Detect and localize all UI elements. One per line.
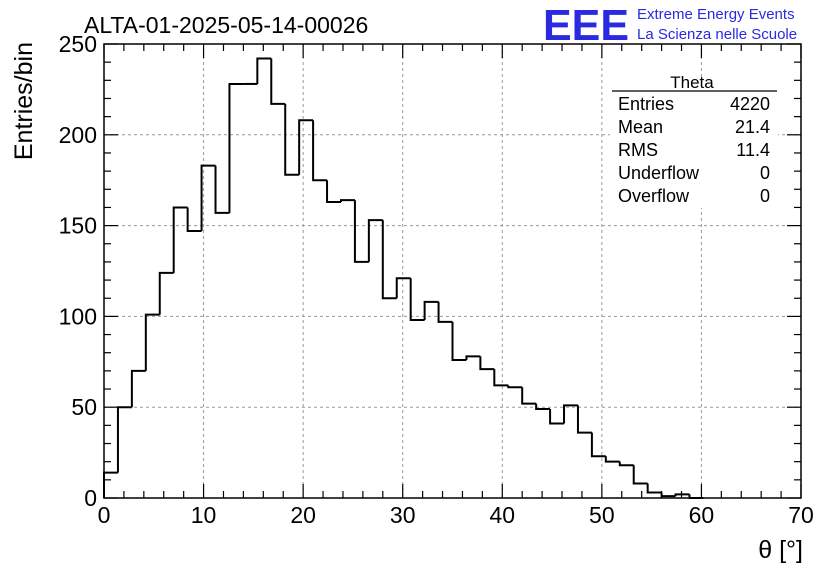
histogram-bin [632,465,648,485]
stats-value: 0 [760,163,770,183]
histogram-bin [576,405,592,434]
histogram-bin [158,271,174,315]
histogram-bin [521,387,537,405]
axis-ticks [103,43,802,499]
eee-logo-mark: EEE [543,1,629,50]
histogram-bin [172,206,188,273]
histogram-bin [535,403,551,411]
histogram-bin [214,165,230,214]
histogram-bin [409,278,425,322]
histogram-bin [604,456,620,463]
y-tick-label: 250 [59,31,97,57]
y-tick-label: 50 [71,394,97,420]
stats-label: Entries [618,94,674,114]
y-tick-label: 150 [59,213,97,239]
stats-label: RMS [618,140,658,160]
histogram-bin [618,461,634,467]
histogram-bin [423,300,439,321]
stats-value: 4220 [730,94,770,114]
histogram-bin [284,103,300,176]
histogram-bin [465,355,481,360]
histogram-bin [256,57,272,84]
x-tick-label: 30 [390,502,416,528]
histogram-bin [493,369,509,387]
x-tick-label: 60 [689,502,715,528]
histogram-bin [646,483,662,494]
y-tick-label: 200 [59,122,97,148]
histogram-bin [507,385,523,389]
plot-frame [103,43,802,499]
histogram-bin [144,313,160,371]
y-tick-label: 0 [84,485,97,511]
histogram-bin [228,82,244,213]
x-tick-label: 70 [788,502,814,528]
x-axis-label: θ [°] [758,536,803,564]
grid-lines [104,44,801,498]
y-tick-labels: 0 50 100 150 200 250 [59,31,97,511]
x-tick-label: 50 [589,502,615,528]
histogram-bin [312,120,328,182]
histogram-bin [437,301,453,323]
histogram-bin [186,207,202,233]
stats-value: 11.4 [736,140,770,160]
histogram-bin [367,219,383,262]
stats-value: 0 [760,186,770,206]
stats-value: 21.4 [735,117,770,137]
histogram-bin [395,277,411,299]
x-tick-label: 20 [290,502,316,528]
histogram-bin [563,404,578,424]
stats-title: Theta [670,73,714,92]
histogram-bin [339,199,355,202]
histogram-bin [479,356,495,371]
x-tick-label: 10 [191,502,217,528]
y-tick-label: 100 [59,303,97,329]
stats-label: Mean [618,117,663,137]
histogram-bin [674,493,690,497]
x-tick-label: 0 [98,502,111,528]
stats-box: Theta Entries 4220 Mean 21.4 RMS 11.4 Underflo… [610,73,778,208]
x-tick-labels: 0 10 20 30 40 50 60 70 [98,502,814,528]
histogram-bin [130,369,146,408]
histogram-bin [326,180,341,203]
histogram-bin [381,220,397,300]
stats-box-background [610,78,778,208]
x-tick-label: 40 [489,502,515,528]
histogram-bin [353,200,369,263]
histogram-bin [200,164,216,232]
histogram-bin [549,409,565,425]
histogram-bin [590,432,606,458]
stats-label: Underflow [618,163,700,183]
y-axis-label: Entries/bin [10,42,38,160]
eee-logo-line2: La Scienza nelle Scuole [637,26,797,43]
histogram-bin [270,58,286,105]
histogram-bin [298,119,314,175]
histogram-bin [451,321,467,361]
histogram-bars [103,57,704,499]
eee-logo: EEE Extreme Energy Events La Scienza nel… [543,1,797,50]
stats-label: Overflow [618,186,690,206]
eee-logo-line1: Extreme Energy Events [637,6,795,23]
stats-rows: Entries 4220 Mean 21.4 RMS 11.4 Underflow 0 Over… [618,94,770,206]
chart-title: ALTA-01-2025-05-14-00026 [84,12,368,38]
